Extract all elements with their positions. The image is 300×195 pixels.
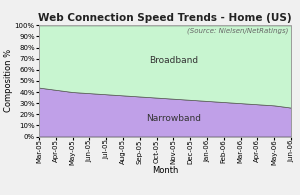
Text: Broadband: Broadband <box>149 56 198 65</box>
X-axis label: Month: Month <box>152 166 178 176</box>
Text: (Source: Nielsen/NetRatings): (Source: Nielsen/NetRatings) <box>187 27 289 34</box>
Y-axis label: Composition %: Composition % <box>4 49 13 113</box>
Title: Web Connection Speed Trends - Home (US): Web Connection Speed Trends - Home (US) <box>38 13 292 23</box>
Text: Narrowband: Narrowband <box>146 114 201 123</box>
